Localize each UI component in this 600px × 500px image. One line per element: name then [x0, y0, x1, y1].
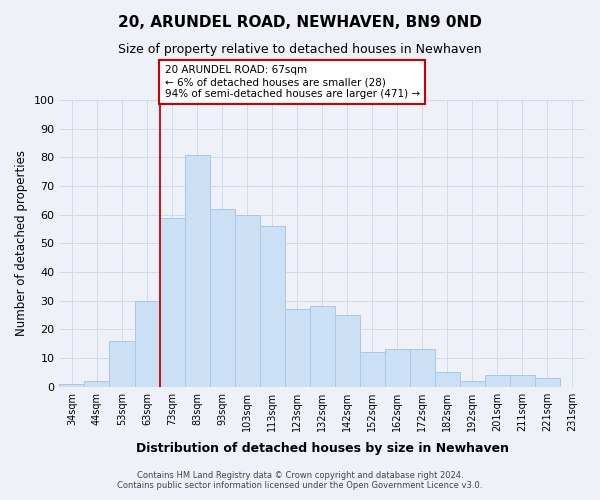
Bar: [134, 300, 160, 386]
Bar: [460, 381, 485, 386]
Bar: [435, 372, 460, 386]
Bar: [385, 350, 410, 387]
Bar: [109, 341, 134, 386]
Bar: [185, 154, 209, 386]
Bar: [59, 384, 85, 386]
Bar: [410, 350, 435, 387]
Bar: [85, 381, 109, 386]
Bar: [535, 378, 560, 386]
Text: 20, ARUNDEL ROAD, NEWHAVEN, BN9 0ND: 20, ARUNDEL ROAD, NEWHAVEN, BN9 0ND: [118, 15, 482, 30]
Bar: [485, 375, 510, 386]
Text: 20 ARUNDEL ROAD: 67sqm
← 6% of detached houses are smaller (28)
94% of semi-deta: 20 ARUNDEL ROAD: 67sqm ← 6% of detached …: [164, 66, 419, 98]
Y-axis label: Number of detached properties: Number of detached properties: [15, 150, 28, 336]
X-axis label: Distribution of detached houses by size in Newhaven: Distribution of detached houses by size …: [136, 442, 509, 455]
Text: Size of property relative to detached houses in Newhaven: Size of property relative to detached ho…: [118, 42, 482, 56]
Text: Contains HM Land Registry data © Crown copyright and database right 2024.
Contai: Contains HM Land Registry data © Crown c…: [118, 470, 482, 490]
Bar: [360, 352, 385, 386]
Bar: [310, 306, 335, 386]
Bar: [235, 214, 260, 386]
Bar: [284, 310, 310, 386]
Bar: [209, 209, 235, 386]
Bar: [510, 375, 535, 386]
Bar: [260, 226, 284, 386]
Bar: [335, 315, 360, 386]
Bar: [160, 218, 185, 386]
